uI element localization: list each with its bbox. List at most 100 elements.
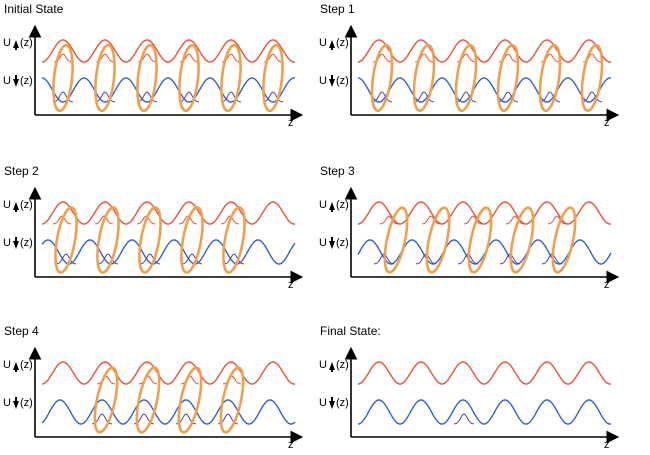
spin-up-wavepacket: [136, 215, 156, 225]
u-down-arg: (z): [336, 397, 349, 409]
u-up-arg: (z): [20, 199, 33, 211]
u-up-label: U: [319, 199, 327, 211]
u-down-label: U: [319, 237, 327, 249]
spin-up-potential: [357, 39, 612, 63]
pair-ring: [177, 366, 203, 434]
u-up-label: U: [319, 37, 327, 49]
u-up-arg: (z): [336, 359, 349, 371]
pair-ring: [178, 43, 200, 113]
spin-up-wavepacket: [220, 215, 240, 225]
panel-title: Step 2: [4, 164, 39, 178]
spin-down-wavepacket: [413, 91, 435, 103]
pair-ring: [496, 43, 520, 113]
pair-ring: [412, 43, 436, 113]
spin-up-arrow-icon: [329, 362, 335, 370]
pair-ring: [383, 206, 409, 274]
u-up-label: U: [3, 37, 11, 49]
pair-ring: [538, 43, 562, 113]
spin-up-arrow-icon: [13, 202, 19, 210]
u-down-label: U: [3, 397, 11, 409]
pair-ring: [136, 43, 158, 113]
spin-down-wavepacket: [139, 253, 161, 265]
u-down-arg: (z): [20, 75, 33, 87]
pair-ring: [220, 43, 242, 113]
spin-up-wavepacket: [96, 375, 116, 385]
panel-5: Step 4 z U (z) U (z): [3, 324, 304, 451]
z-axis-label: z: [604, 279, 610, 291]
spin-down-wavepacket: [178, 91, 200, 103]
spin-down-potential: [41, 399, 296, 425]
panel-title: Initial State: [4, 2, 64, 16]
spin-up-wavepacket: [379, 215, 399, 225]
z-axis-label: z: [288, 117, 294, 129]
u-down-arg: (z): [336, 237, 349, 249]
panel-2: Step 1 z U (z) U (z): [319, 2, 620, 129]
spin-up-potential: [41, 361, 296, 385]
u-down-arg: (z): [336, 75, 349, 87]
u-down-label: U: [3, 75, 11, 87]
u-down-label: U: [3, 237, 11, 249]
spin-down-wavepacket: [181, 253, 203, 265]
spin-down-arrow-icon: [329, 79, 335, 87]
u-down-arg: (z): [20, 397, 33, 409]
panel-4: Step 3 z U (z) U (z): [319, 164, 620, 291]
u-up-arg: (z): [336, 37, 349, 49]
spin-down-wavepacket: [223, 253, 245, 265]
spin-down-potential: [41, 77, 296, 103]
spin-up-wavepacket: [138, 375, 158, 385]
pair-ring: [96, 206, 120, 274]
u-down-label: U: [319, 397, 327, 409]
spin-down-wavepacket: [455, 91, 477, 103]
u-down-label: U: [319, 75, 327, 87]
spin-down-arrow-icon: [13, 241, 19, 249]
spin-down-wavepacket: [453, 413, 475, 425]
panel-6: Final State: z U (z) U (z): [319, 324, 620, 451]
u-up-arg: (z): [20, 37, 33, 49]
spin-up-wavepacket: [94, 215, 114, 225]
spin-down-potential: [357, 77, 612, 103]
pair-ring: [425, 206, 451, 274]
spin-down-arrow-icon: [329, 401, 335, 409]
pair-ring: [52, 43, 74, 113]
spin-down-potential: [41, 239, 296, 265]
panel-title: Step 1: [320, 2, 355, 16]
spin-up-potential: [357, 361, 612, 385]
pair-ring: [138, 206, 162, 274]
pair-ring: [135, 366, 161, 434]
pair-ring: [551, 206, 577, 274]
spin-up-arrow-icon: [329, 202, 335, 210]
spin-up-wavepacket: [52, 215, 72, 225]
spin-down-wavepacket: [52, 91, 74, 103]
pair-ring: [94, 43, 116, 113]
pair-ring: [219, 366, 245, 434]
spin-up-wavepacket: [180, 375, 200, 385]
spin-down-potential: [357, 399, 612, 425]
spin-up-wavepacket: [421, 215, 441, 225]
spin-up-arrow-icon: [13, 362, 19, 370]
spin-up-wavepacket: [178, 215, 198, 225]
spin-down-wavepacket: [94, 91, 116, 103]
pair-ring: [93, 366, 119, 434]
pair-ring: [54, 206, 78, 274]
pair-ring: [467, 206, 493, 274]
panel-3: Step 2 z U (z) U (z): [3, 164, 304, 291]
z-axis-label: z: [604, 439, 610, 450]
spin-down-wavepacket: [262, 91, 284, 103]
z-axis-label: z: [288, 439, 294, 450]
pair-ring: [180, 206, 204, 274]
spin-down-wavepacket: [581, 91, 603, 103]
spin-down-wavepacket: [55, 253, 77, 265]
pair-ring: [580, 43, 604, 113]
panel-1: Initial State z U (z) U (z): [3, 2, 304, 129]
spin-up-arrow-icon: [329, 40, 335, 48]
panel-title: Final State:: [320, 324, 381, 338]
z-axis-label: z: [604, 117, 610, 129]
spin-up-potential: [41, 39, 296, 63]
pair-ring: [509, 206, 535, 274]
spin-down-arrow-icon: [13, 79, 19, 87]
spin-down-wavepacket: [97, 253, 119, 265]
u-up-label: U: [3, 199, 11, 211]
pair-ring: [222, 206, 246, 274]
pair-ring: [454, 43, 478, 113]
